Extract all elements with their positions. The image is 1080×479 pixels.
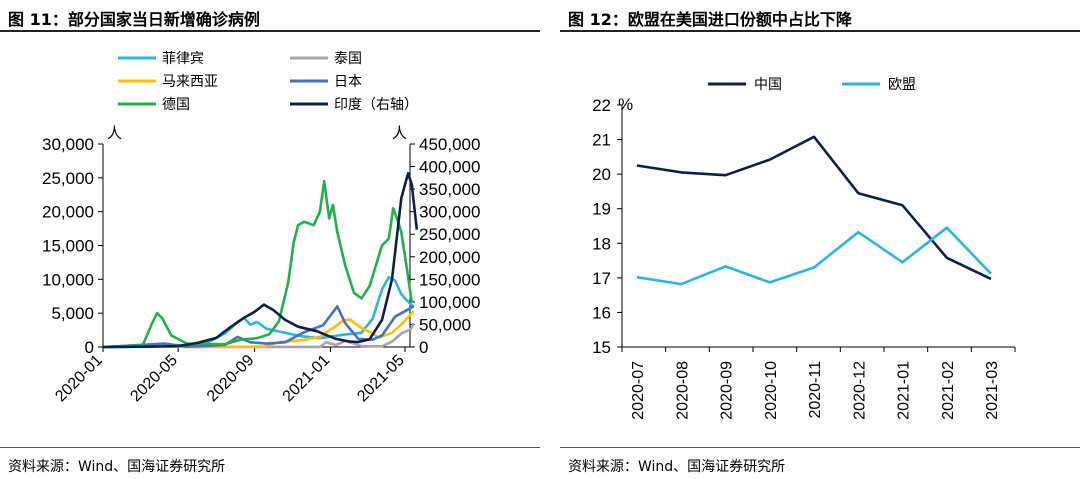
left-panel: 图 11：部分国家当日新增确诊病例 0 5,000 10,000 15,000 20,0…	[0, 10, 540, 475]
right-y-tick-label: 100,000	[419, 293, 480, 312]
x-tick-label: 2020-05	[127, 352, 181, 406]
y-tick-label: 17	[592, 269, 611, 288]
right-chart: 15 16 17 18 19 20 21 22 % 2020-07 2020-08 2020-09 20…	[592, 77, 1016, 420]
legend-label: 中国	[754, 77, 782, 93]
legend-label: 日本	[334, 74, 362, 90]
y-unit: %	[618, 95, 633, 114]
x-tick-label: 2021-02	[940, 361, 957, 420]
right-y-tick-label: 350,000	[419, 180, 480, 199]
legend-label: 马来西亚	[162, 74, 218, 90]
left-y-tick-label: 25,000	[42, 169, 94, 188]
x-tick-label: 2021-05	[354, 352, 408, 406]
y-tick-label: 16	[592, 303, 611, 322]
right-title-rule	[560, 30, 1080, 32]
y-tick-label: 20	[592, 165, 611, 184]
right-source-note: 资料来源：Wind、国海证券研究所	[568, 459, 786, 475]
x-tick-label: 2020-09	[719, 361, 736, 420]
series-line-s4	[102, 179, 414, 349]
right-source-rule	[560, 447, 1080, 448]
left-source-note: 资料来源：Wind、国海证券研究所	[8, 459, 226, 475]
x-tick-label: 2020-01	[52, 352, 106, 406]
y-tick-label: 18	[592, 234, 611, 253]
y-tick-label: 19	[592, 200, 611, 219]
x-tick-label: 2020-09	[204, 352, 258, 406]
left-y-tick-label: 15,000	[42, 237, 94, 256]
legend-label: 菲律宾	[162, 51, 204, 67]
series-line-s5	[102, 172, 419, 349]
legend-label: 欧盟	[888, 77, 916, 93]
right-y-tick-label: 300,000	[419, 203, 480, 222]
right-y-tick-label: 0	[419, 338, 428, 357]
right-figure-title: 图 12：欧盟在美国进口份额中占比下降	[568, 10, 852, 29]
right-y-tick-label: 400,000	[419, 158, 480, 177]
legend-label: 泰国	[334, 51, 362, 67]
left-source-rule	[0, 447, 540, 448]
x-tick-label: 2020-11	[807, 361, 824, 419]
series-line-s1	[636, 226, 992, 286]
left-y-tick-label: 5,000	[51, 304, 94, 323]
left-y-tick-label: 10,000	[42, 270, 94, 289]
left-figure-title: 图 11：部分国家当日新增确诊病例	[8, 10, 260, 29]
left-y-unit: 人	[107, 124, 122, 142]
x-tick-label: 2021-03	[984, 361, 1001, 420]
legend-label: 德国	[162, 97, 190, 113]
x-tick-label: 2020-07	[630, 361, 647, 420]
x-tick-label: 2020-08	[674, 361, 691, 420]
right-y-tick-label: 450,000	[419, 135, 480, 154]
right-y-unit: 人	[392, 124, 407, 142]
right-y-tick-label: 50,000	[419, 315, 471, 334]
left-y-tick-label: 20,000	[42, 203, 94, 222]
x-tick-label: 2020-10	[763, 361, 780, 420]
legend-label: 印度（右轴）	[334, 97, 418, 113]
left-y-tick-label: 0	[85, 338, 94, 357]
right-y-tick-label: 250,000	[419, 225, 480, 244]
left-title-rule	[0, 30, 540, 32]
y-tick-label: 21	[592, 131, 611, 150]
x-tick-label: 2021-01	[896, 361, 913, 420]
x-tick-label: 2021-01	[280, 352, 334, 406]
right-y-tick-label: 150,000	[419, 270, 480, 289]
left-y-tick-label: 30,000	[42, 135, 94, 154]
right-y-tick-label: 200,000	[419, 248, 480, 267]
y-tick-label: 22	[592, 96, 611, 115]
series-line-s0	[636, 135, 992, 281]
left-chart: 0 5,000 10,000 15,000 20,000 25,000 30,000 0 50,…	[42, 51, 480, 406]
right-panel: 图 12：欧盟在美国进口份额中占比下降 15 16 17 18 19 20 21 22% 202…	[560, 0, 1080, 479]
y-tick-label: 15	[592, 338, 611, 357]
x-tick-label: 2020-12	[851, 361, 868, 420]
